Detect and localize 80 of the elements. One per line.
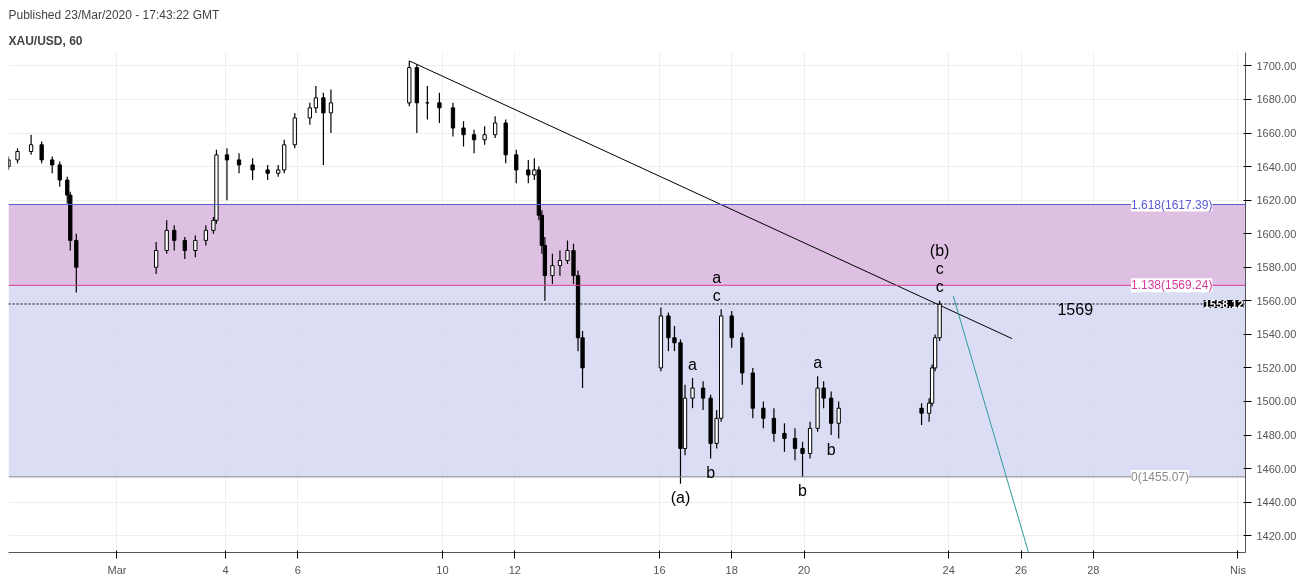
annotation: a — [813, 353, 823, 371]
x-tick-label: 24 — [942, 563, 955, 576]
ref-line-label: 1.618(1617.39) — [1130, 197, 1213, 212]
y-tick-label: 1560.00 — [1256, 294, 1297, 307]
candlestick — [328, 88, 334, 134]
candlestick — [224, 147, 230, 201]
ref-line-label: 0(1455.07) — [1130, 469, 1190, 484]
candlestick — [550, 253, 555, 285]
candlestick — [771, 407, 777, 443]
x-tick-label: 20 — [797, 563, 811, 576]
annotation: c — [712, 286, 721, 304]
candlestick — [471, 129, 477, 154]
candlestick — [761, 400, 766, 429]
candlestick — [437, 92, 442, 124]
y-tick-label: 1700.00 — [1256, 59, 1297, 72]
x-tick-label: Nis — [1230, 563, 1247, 576]
candlestick — [482, 125, 487, 146]
chart-title: XAU/USD, 60 — [8, 33, 83, 48]
candlestick — [154, 241, 159, 275]
x-tick-label: 28 — [1087, 563, 1100, 576]
y-tick-label: 1520.00 — [1256, 361, 1297, 374]
y-tick-label: 1500.00 — [1256, 395, 1297, 408]
candlestick — [164, 219, 169, 255]
candlestick — [57, 160, 62, 188]
candlestick — [514, 149, 519, 184]
y-tick-label: 1660.00 — [1256, 127, 1297, 140]
x-tick-label: 12 — [508, 563, 521, 576]
y-tick-label: 1580.00 — [1256, 261, 1297, 274]
annotation: b — [798, 482, 808, 500]
candlestick — [307, 102, 312, 126]
y-tick-label: 1440.00 — [1256, 496, 1297, 509]
candlestick — [700, 380, 706, 411]
annotation: b — [826, 440, 836, 458]
annotation: c — [935, 278, 944, 296]
annotation: c — [935, 260, 944, 278]
y-tick-label: 1640.00 — [1256, 160, 1297, 173]
candlestick — [313, 85, 319, 114]
y-tick-label: 1480.00 — [1256, 429, 1297, 442]
x-tick-label: Mar — [107, 563, 127, 576]
candlestick — [919, 402, 924, 426]
annotation: b — [706, 464, 716, 482]
candlestick — [461, 120, 466, 148]
x-tick-label: 6 — [294, 563, 301, 576]
candlestick — [782, 422, 787, 453]
y-tick-label: 1620.00 — [1256, 194, 1297, 207]
annotation: (b) — [929, 242, 950, 260]
candlestick — [836, 400, 841, 440]
x-tick-label: 4 — [222, 563, 229, 576]
candlestick — [172, 224, 177, 252]
y-tick-label: 1420.00 — [1256, 529, 1297, 542]
candlestick — [321, 92, 326, 166]
y-tick-label: 1540.00 — [1256, 328, 1297, 341]
y-tick-label: 1600.00 — [1256, 227, 1297, 240]
y-tick-label: 1680.00 — [1256, 93, 1297, 106]
x-tick-label: 16 — [653, 563, 666, 576]
candlestick — [182, 236, 187, 260]
candlestick — [493, 115, 498, 139]
candlestick — [193, 234, 198, 258]
candlestick — [800, 441, 805, 478]
text: Published 23/Mar/2020 - 17:43:22 GMT — [8, 7, 220, 22]
candlestick — [450, 102, 456, 137]
annotation: a — [688, 355, 698, 373]
candlestick — [236, 152, 242, 174]
annotation: 1569 — [1057, 301, 1094, 319]
candlestick — [250, 157, 255, 181]
candlestick — [690, 377, 695, 409]
x-tick-label: 18 — [725, 563, 738, 576]
x-tick-label: 26 — [1014, 563, 1028, 576]
y-tick-label: 1460.00 — [1256, 462, 1297, 475]
candlestick — [39, 140, 44, 164]
candlestick — [729, 310, 734, 349]
candlestick — [557, 249, 563, 277]
candlestick — [792, 427, 798, 461]
annotation: (a) — [670, 489, 691, 507]
candlestick — [28, 134, 34, 156]
annotation: a — [712, 268, 722, 286]
x-tick-label: 10 — [436, 563, 449, 576]
candlestick — [203, 224, 209, 247]
ref-line-label: 1.138(1569.24) — [1130, 278, 1213, 293]
ref-line-label: 1558.12 — [1203, 297, 1244, 310]
